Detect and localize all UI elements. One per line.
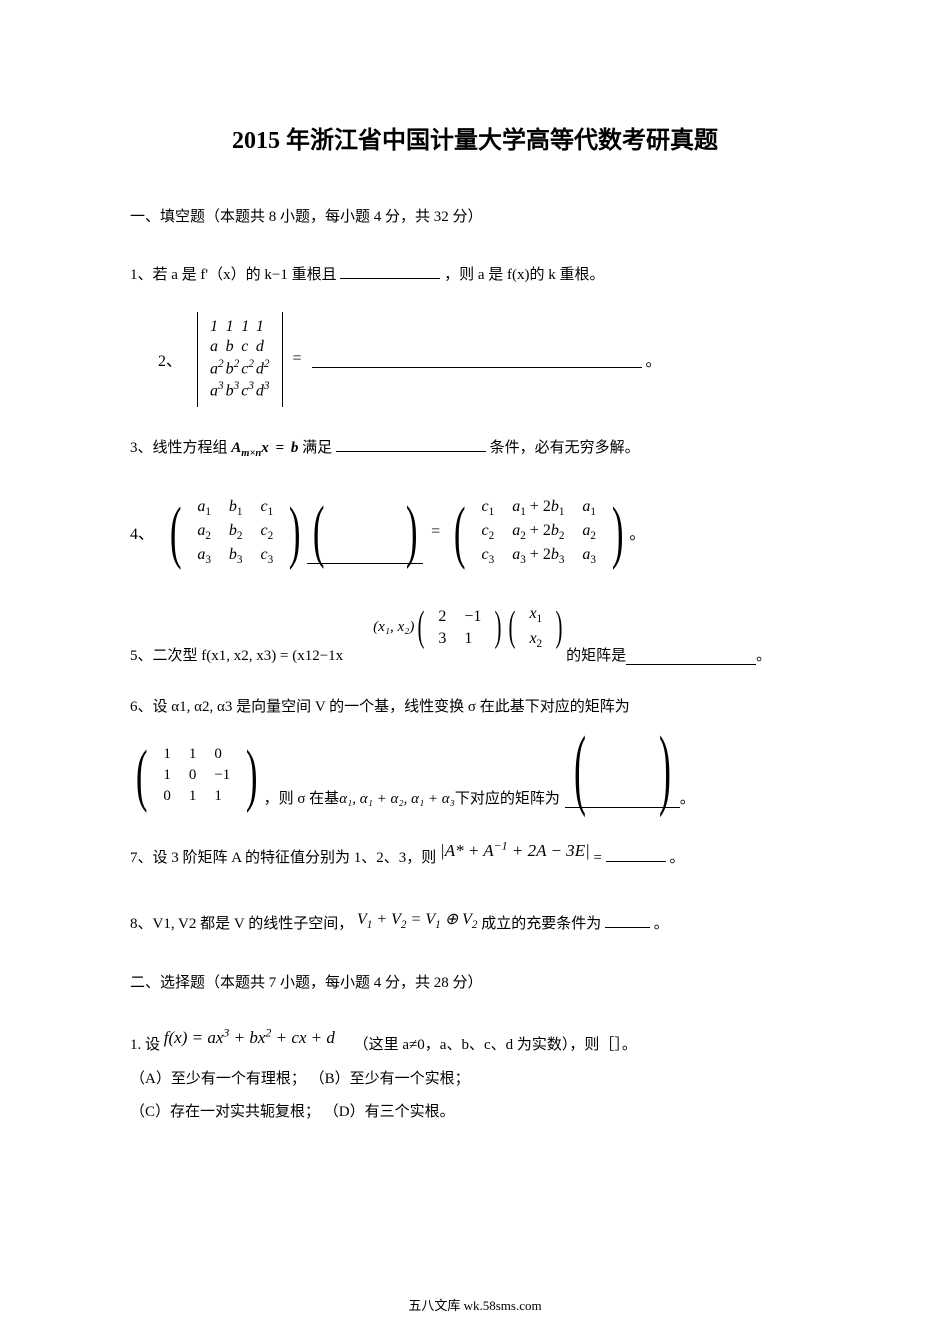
s2q1-prefix: 1. 设 [130, 1037, 160, 1053]
q5-rowvec: (x₁, x₂) [373, 619, 414, 636]
q5-end: 。 [756, 644, 771, 665]
q8-formula: V1 + V2 = V1 ⊕ V2 [357, 911, 478, 928]
q5-matrix: ( 2−1 31 ) [414, 605, 505, 651]
q8-blank [605, 910, 650, 928]
q3-A: A [231, 440, 241, 456]
q2-blank [312, 350, 642, 368]
q6-end: 。 [680, 787, 695, 808]
q8-suffix: 成立的充要条件为 [481, 916, 601, 932]
question-7: 7、设 3 阶矩阵 A 的特征值分别为 1、2、3，则 |A* + A−1 + … [130, 838, 820, 875]
s2q1-optD: （D）有三个实根。 [324, 1104, 455, 1120]
section2-header: 二、选择题（本题共 7 小题，每小题 4 分，共 28 分） [130, 971, 820, 995]
s2q1-optB: （B）至少有一个实根； [310, 1071, 470, 1087]
q3-blank [336, 434, 486, 452]
q3-sub: m×n [241, 448, 261, 459]
q4-empty-matrix: ( ) [307, 500, 424, 564]
q3-suffix: 条件，必有无穷多解。 [490, 440, 640, 456]
question-4: 4、 ( a1b1c1 a2b2c2 a3b3c3 ) ( ) = ( c1a1… [130, 495, 820, 570]
q7-end: 。 [669, 850, 684, 866]
question-8: 8、V1, V2 都是 V 的线性子空间， V1 + V2 = V1 ⊕ V2 … [130, 906, 820, 942]
q2-eq: = [293, 350, 302, 368]
q4-num: 4、 [130, 520, 154, 544]
q2-determinant: 1111 abcd a2b2c2d2 a3b3c3d3 [197, 312, 282, 407]
s2q1-optA: （A）至少有一个有理根； [130, 1071, 306, 1087]
section1-header: 一、填空题（本题共 8 小题，每小题 4 分，共 32 分） [130, 205, 820, 229]
q4-end: 。 [629, 520, 645, 544]
q6-basis: α₁, α₁ + α₂, α₁ + α₃ [339, 791, 455, 808]
q6-mid: ，则 σ 在基 [264, 787, 340, 808]
section2-q1: 1. 设 f(x) = ax3 + bx2 + cx + d （这里 a≠0，a… [130, 1025, 820, 1128]
q5-suffix: 的矩阵是 [566, 644, 626, 665]
q1-text-after: ，则 a 是 f(x)的 k 重根。 [444, 267, 604, 283]
q7-eq: = [594, 850, 602, 866]
s2q1-mid: （这里 a≠0，a、b、c、d 为实数），则［］。 [354, 1037, 637, 1053]
q5-prefix: 5、二次型 f(x1, x2, x3) = (x12−1x [130, 644, 343, 665]
q4-matrix-a: ( a1b1c1 a2b2c2 a3b3c3 ) [164, 495, 307, 570]
q3-mid: 满足 [302, 440, 332, 456]
q6-empty-matrix: ( ) [565, 731, 680, 809]
q7-formula: |A* + A−1 + 2A − 3E| [440, 841, 590, 860]
footer: 五八文库 wk.58sms.com [0, 1295, 950, 1314]
page-title: 2015 年浙江省中国计量大学高等代数考研真题 [130, 120, 820, 155]
q1-text: 1、若 a 是 f'（x）的 k−1 重根且 [130, 267, 337, 283]
s2q1-optC: （C）存在一对实共轭复根； [130, 1104, 320, 1120]
q8-prefix: 8、V1, V2 都是 V 的线性子空间， [130, 916, 353, 932]
q7-blank [606, 844, 666, 862]
q5-blank [626, 647, 756, 665]
q3-prefix: 3、线性方程组 [130, 440, 228, 456]
question-3: 3、线性方程组 Am×nx = b 满足 条件，必有无穷多解。 [130, 432, 820, 465]
q7-prefix: 7、设 3 阶矩阵 A 的特征值分别为 1、2、3，则 [130, 850, 436, 866]
q4-matrix-c: ( c1a1 + 2b1a1 c2a2 + 2b2a2 c3a3 + 2b3a3… [448, 495, 629, 570]
question-5: 5、二次型 f(x1, x2, x3) = (x12−1x (x₁, x₂) (… [130, 614, 820, 664]
question-6: 6、设 α1, α2, α3 是向量空间 V 的一个基，线性变换 σ 在此基下对… [130, 695, 820, 809]
q3-eq: = [276, 440, 285, 456]
q3-x: x [261, 440, 269, 456]
question-1: 1、若 a 是 f'（x）的 k−1 重根且 ，则 a 是 f(x)的 k 重根… [130, 259, 820, 292]
q2-num: 2、 [158, 347, 182, 371]
q5-colvec: ( x1 x2 ) [505, 602, 566, 652]
q3-b: b [291, 440, 299, 456]
q6-line1: 6、设 α1, α2, α3 是向量空间 V 的一个基，线性变换 σ 在此基下对… [130, 695, 820, 716]
question-2: 2、 1111 abcd a2b2c2d2 a3b3c3d3 = 。 [130, 312, 820, 407]
q1-blank [340, 261, 440, 279]
q2-end: 。 [646, 347, 662, 371]
q6-suffix: 下对应的矩阵为 [455, 787, 560, 808]
q8-end: 。 [654, 916, 669, 932]
s2q1-formula: f(x) = ax3 + bx2 + cx + d [164, 1028, 335, 1047]
q6-matrix: ( 110 10−1 011 ) [130, 743, 264, 808]
q4-eq: = [431, 523, 440, 541]
